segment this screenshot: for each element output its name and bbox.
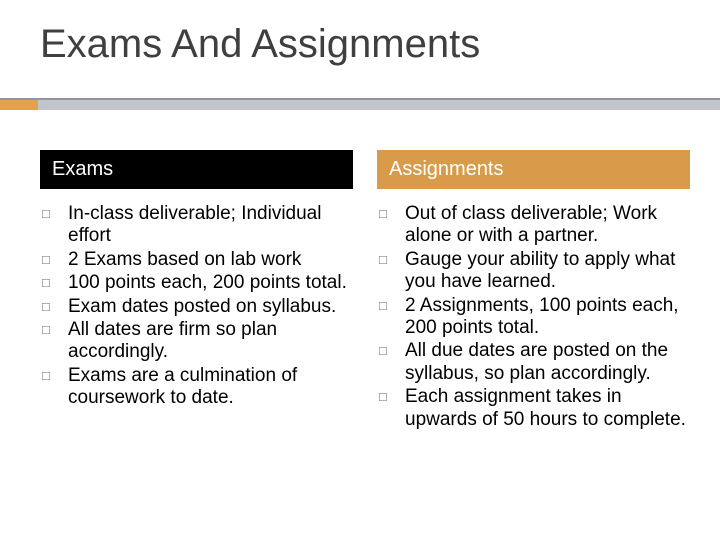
bullet-icon: □ — [377, 295, 405, 317]
column-header-assignments: Assignments — [377, 150, 690, 189]
divider-accent — [0, 100, 38, 110]
list-item-text: Gauge your ability to apply what you hav… — [405, 249, 690, 294]
bullet-icon: □ — [377, 340, 405, 362]
list-item: □ 2 Exams based on lab work — [40, 249, 353, 271]
list-item-text: Exams are a culmination of coursework to… — [68, 365, 353, 410]
list-item: □ 2 Assignments, 100 points each, 200 po… — [377, 295, 690, 340]
list-item-text: In-class deliverable; Individual effort — [68, 203, 353, 248]
bullet-icon: □ — [40, 203, 68, 225]
column-header-exams: Exams — [40, 150, 353, 189]
column-assignments: Assignments □ Out of class deliverable; … — [377, 150, 690, 520]
slide: Exams And Assignments Exams □ In-class d… — [0, 0, 720, 540]
list-item-text: 2 Exams based on lab work — [68, 249, 353, 271]
bullet-icon: □ — [40, 365, 68, 387]
list-item-text: Out of class deliverable; Work alone or … — [405, 203, 690, 248]
column-body-assignments: □ Out of class deliverable; Work alone o… — [377, 189, 690, 432]
bullet-icon: □ — [40, 272, 68, 294]
divider-band — [0, 100, 720, 110]
list-item-text: 100 points each, 200 points total. — [68, 272, 353, 294]
list-item-text: Exam dates posted on syllabus. — [68, 296, 353, 318]
list-item-text: All due dates are posted on the syllabus… — [405, 340, 690, 385]
column-exams: Exams □ In-class deliverable; Individual… — [40, 150, 353, 520]
bullet-icon: □ — [40, 296, 68, 318]
column-body-exams: □ In-class deliverable; Individual effor… — [40, 189, 353, 411]
columns: Exams □ In-class deliverable; Individual… — [40, 150, 690, 520]
list-item: □ All dates are firm so plan accordingly… — [40, 319, 353, 364]
list-item: □ Each assignment takes in upwards of 50… — [377, 386, 690, 431]
list-item: □ In-class deliverable; Individual effor… — [40, 203, 353, 248]
divider-grey — [38, 100, 720, 110]
bullet-icon: □ — [40, 319, 68, 341]
list-item: □ Gauge your ability to apply what you h… — [377, 249, 690, 294]
list-item: □ 100 points each, 200 points total. — [40, 272, 353, 294]
list-item-text: 2 Assignments, 100 points each, 200 poin… — [405, 295, 690, 340]
list-item: □ All due dates are posted on the syllab… — [377, 340, 690, 385]
bullet-icon: □ — [377, 386, 405, 408]
list-item: □ Exams are a culmination of coursework … — [40, 365, 353, 410]
list-item: □ Exam dates posted on syllabus. — [40, 296, 353, 318]
divider-rule — [0, 98, 720, 110]
bullet-icon: □ — [377, 249, 405, 271]
bullet-icon: □ — [377, 203, 405, 225]
list-item-text: All dates are firm so plan accordingly. — [68, 319, 353, 364]
list-item-text: Each assignment takes in upwards of 50 h… — [405, 386, 690, 431]
list-item: □ Out of class deliverable; Work alone o… — [377, 203, 690, 248]
bullet-icon: □ — [40, 249, 68, 271]
slide-title: Exams And Assignments — [40, 22, 480, 67]
